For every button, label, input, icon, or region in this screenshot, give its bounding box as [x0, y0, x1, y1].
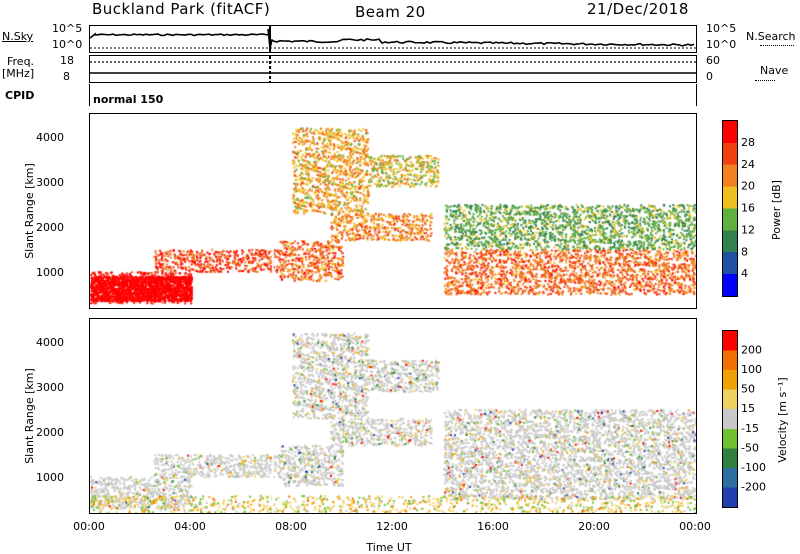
noise-tick-top-right: 10^5	[706, 22, 737, 35]
noise-svg	[90, 26, 696, 52]
nsky-line	[90, 28, 695, 49]
date-label: 21/Dec/2018	[587, 0, 689, 18]
noise-tick-top-left: 10^5	[52, 22, 83, 35]
power-ytick-1000: 1000	[36, 266, 64, 279]
power-colorbar-ticks: 28 24 20 16 12 8 4 Power [dB]	[741, 136, 783, 280]
x-tick-label: 08:00	[275, 520, 307, 533]
velocity-ytick-4000: 4000	[36, 336, 64, 349]
colorbar-tick-label: 50	[741, 383, 755, 396]
station-title: Buckland Park (fitACF)	[92, 0, 271, 18]
x-tick-label: 12:00	[376, 520, 408, 533]
colorbar-tick-label: -100	[741, 461, 766, 474]
freq-label: Freq.	[7, 55, 35, 68]
colorbar-tick-label: 100	[741, 363, 762, 376]
freq-svg	[90, 56, 696, 82]
x-tick-label: 20:00	[578, 520, 610, 533]
cpid-text: normal 150	[93, 93, 164, 106]
velocity-ylabel: Slant Range [km]	[23, 368, 36, 464]
colorbar-tick-label: -15	[741, 422, 759, 435]
cpid-bracket-right	[696, 84, 697, 106]
colorbar-tick-label: 24	[741, 158, 755, 171]
nsearch-legend-dots	[760, 45, 794, 46]
velocity-colorbar-fill	[723, 331, 737, 507]
time-axis: 00:00 04:00 08:00 12:00 16:00 20:00 00:00 Time…	[73, 520, 711, 554]
colorbar-tick-label: 4	[741, 267, 748, 280]
x-tick-label: 00:00	[73, 520, 105, 533]
power-ylabel: Slant Range [km]	[23, 163, 36, 259]
velocity-ytick-1000: 1000	[36, 471, 64, 484]
power-plot-frame	[89, 113, 697, 309]
velocity-ytick-2000: 2000	[36, 426, 64, 439]
nave-tick-bottom: 0	[706, 70, 713, 83]
colorbar-tick-label: -50	[741, 441, 759, 454]
beam-label: Beam 20	[355, 3, 426, 21]
noise-panel	[89, 25, 697, 53]
power-colorbar-label: Power [dB]	[770, 180, 783, 240]
colorbar-tick-label: 8	[741, 245, 748, 258]
x-tick-label: 00:00	[679, 520, 711, 533]
colorbar-tick-label: 16	[741, 202, 755, 215]
velocity-ytick-3000: 3000	[36, 381, 64, 394]
power-ytick-3000: 3000	[36, 176, 64, 189]
nave-label: Nave	[760, 64, 789, 77]
cpid-label: CPID	[5, 89, 35, 102]
noise-tick-bottom-right: 10^0	[706, 38, 737, 51]
velocity-plot-frame	[89, 318, 697, 514]
colorbar-tick-label: 28	[741, 136, 755, 149]
colorbar-tick-label: 20	[741, 180, 755, 193]
velocity-colorbar	[722, 330, 738, 508]
colorbar-tick-label: 200	[741, 344, 762, 357]
freq-unit-label: [MHz]	[2, 67, 35, 80]
x-tick-label: 16:00	[477, 520, 509, 533]
velocity-colorbar-ticks: 200 100 50 15 -15 -50 -100 -200 Velocity [m s⁻¹…	[741, 344, 789, 494]
freq-tick-bottom: 8	[63, 70, 70, 83]
colorbar-tick-label: 12	[741, 223, 755, 236]
velocity-y-axis: 4000 3000 2000 1000 Slant Range [km]	[23, 336, 64, 484]
colorbar-tick-label: 15	[741, 402, 755, 415]
nave-legend-dots	[755, 80, 775, 81]
power-ytick-4000: 4000	[36, 131, 64, 144]
power-colorbar-fill	[723, 121, 737, 296]
power-colorbar	[722, 120, 738, 297]
power-y-axis: 4000 3000 2000 1000 Slant Range [km]	[23, 131, 64, 279]
colorbar-tick-label: -200	[741, 480, 766, 493]
velocity-colorbar-label: Velocity [m s⁻¹]	[776, 377, 789, 462]
velocity-heatmap	[90, 319, 696, 513]
nave-tick-top: 60	[706, 54, 720, 67]
nsearch-label: N.Search	[746, 30, 796, 43]
freq-panel	[89, 55, 697, 83]
freq-tick-top: 18	[60, 54, 74, 67]
x-tick-label: 04:00	[174, 520, 206, 533]
noise-tick-bottom-left: 10^0	[52, 38, 83, 51]
power-ytick-2000: 2000	[36, 221, 64, 234]
time-axis-label: Time UT	[365, 541, 411, 554]
power-heatmap	[90, 114, 696, 308]
cpid-bracket-left	[89, 84, 90, 106]
nsky-label: N.Sky	[2, 30, 34, 43]
